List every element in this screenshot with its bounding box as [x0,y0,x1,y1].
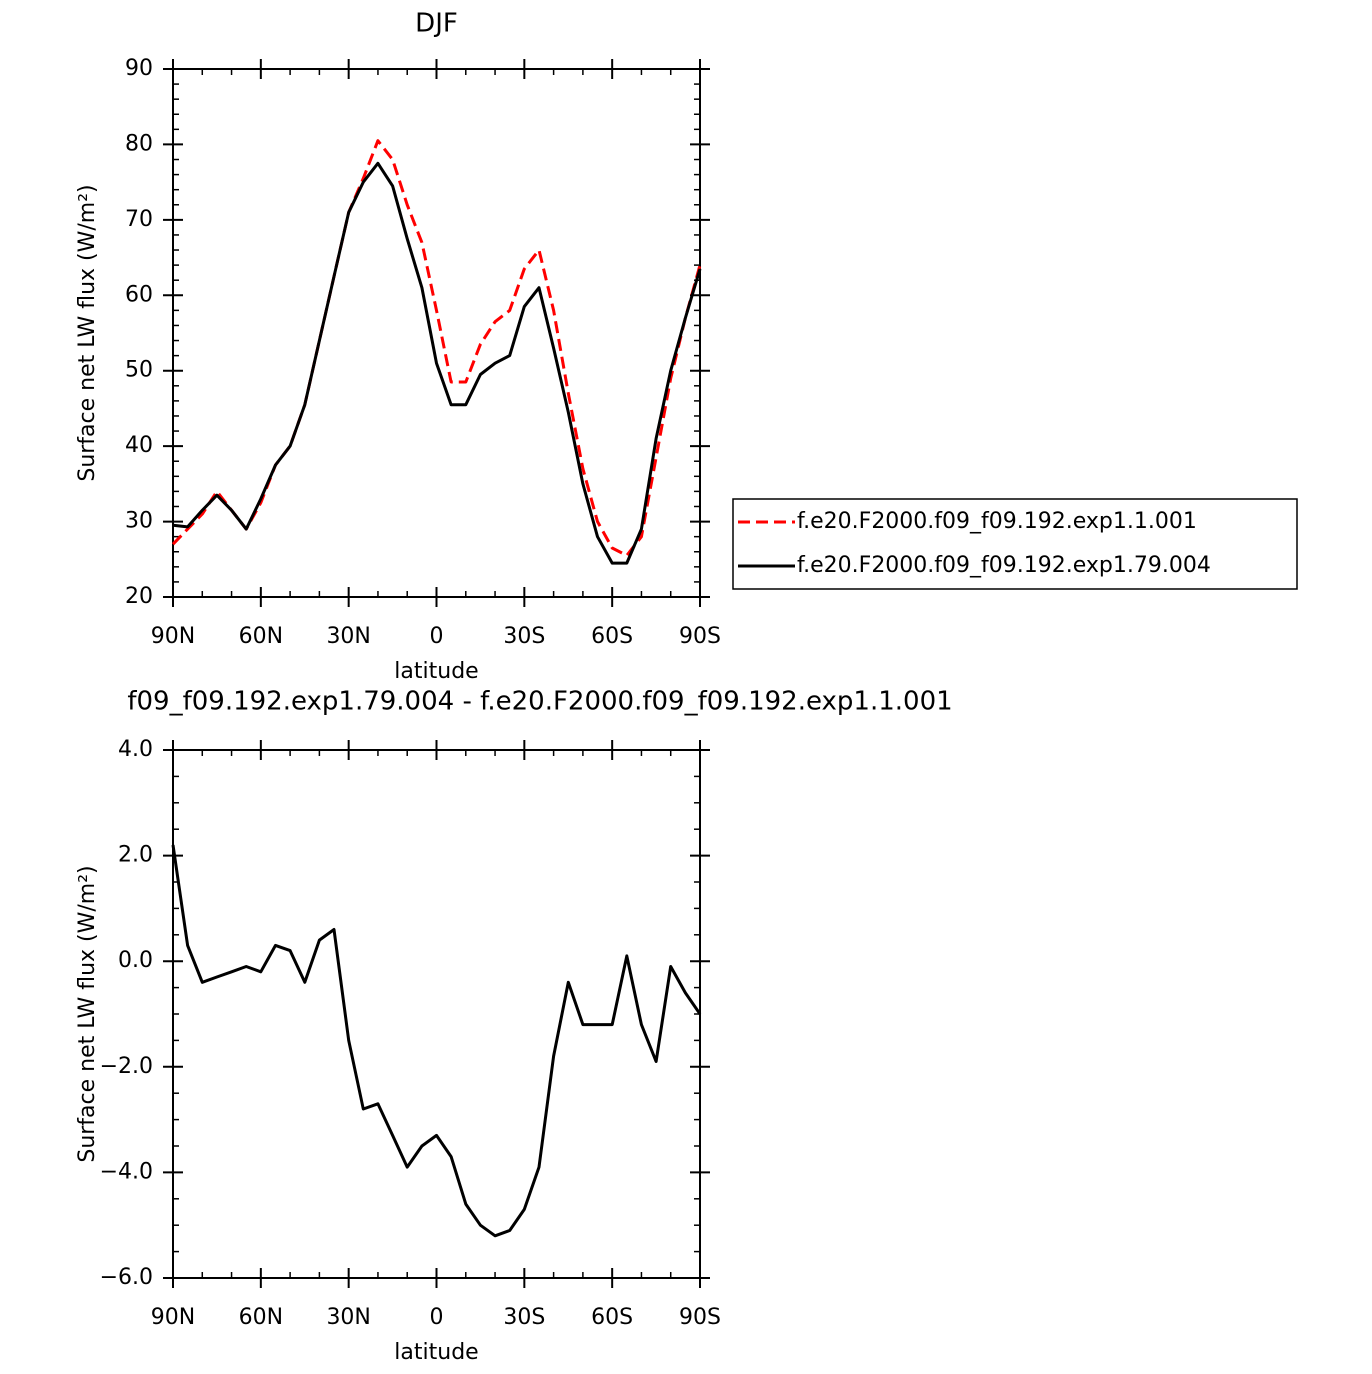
plot-frame [172,749,701,1279]
y-tick-label: 80 [125,131,153,156]
chart-title: f09_f09.192.exp1.79.004 - f.e20.F2000.f0… [127,687,952,717]
y-tick-label: 4.0 [118,737,153,762]
y-tick-label: −6.0 [100,1265,153,1290]
x-axis-label: latitude [394,1340,478,1365]
y-tick-label: 30 [125,509,153,534]
y-axis-label: Surface net LW flux (W/m²) [75,184,100,481]
x-tick-label: 30S [503,1305,545,1330]
y-tick-label: 50 [125,358,153,383]
y-tick-label: 20 [125,584,153,609]
x-tick-label: 30S [503,624,545,649]
x-tick-label: 0 [430,1305,444,1330]
x-tick-label: 60N [239,624,283,649]
legend-box [732,498,1298,590]
y-tick-label: 40 [125,433,153,458]
x-tick-label: 0 [430,624,444,649]
x-tick-label: 90S [679,624,721,649]
x-tick-label: 90S [679,1305,721,1330]
legend-label: f.e20.F2000.f09_f09.192.exp1.79.004 [797,553,1211,578]
x-tick-label: 90N [151,624,195,649]
y-tick-label: 90 [125,56,153,81]
y-tick-label: 0.0 [118,948,153,973]
y-tick-label: −4.0 [100,1159,153,1184]
x-tick-label: 30N [326,1305,370,1330]
series-line [171,844,702,1238]
chart-title: DJF [415,9,458,39]
series-line [171,139,702,557]
y-tick-label: 60 [125,282,153,307]
x-tick-label: 30N [326,624,370,649]
y-axis-label: Surface net LW flux (W/m²) [75,865,100,1162]
series-line [172,161,702,565]
x-tick-label: 60S [591,1305,633,1330]
y-tick-label: 2.0 [118,843,153,868]
y-tick-label: 70 [125,207,153,232]
x-axis-label: latitude [394,659,478,684]
x-tick-label: 60N [239,1305,283,1330]
y-tick-label: −2.0 [100,1054,153,1079]
x-tick-label: 60S [591,624,633,649]
x-tick-label: 90N [151,1305,195,1330]
legend-label: f.e20.F2000.f09_f09.192.exp1.1.001 [797,509,1197,534]
